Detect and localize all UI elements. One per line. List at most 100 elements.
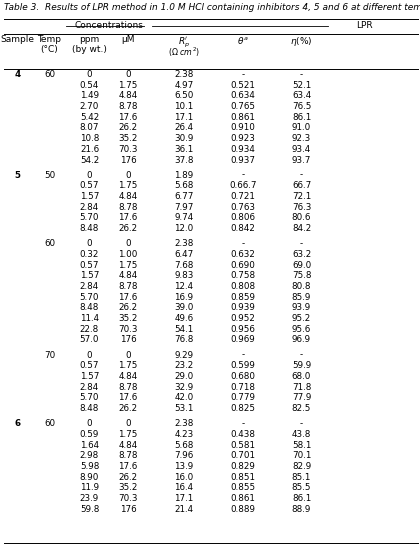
Text: 4.97: 4.97 <box>174 81 194 90</box>
Text: 4.84: 4.84 <box>118 271 138 280</box>
Text: 0.808: 0.808 <box>230 282 255 291</box>
Text: 17.6: 17.6 <box>118 393 138 402</box>
Text: 37.8: 37.8 <box>174 156 194 164</box>
Text: 6.77: 6.77 <box>174 192 194 201</box>
Text: 8.78: 8.78 <box>118 383 138 391</box>
Text: 80.8: 80.8 <box>292 282 311 291</box>
Text: 0.910: 0.910 <box>230 123 255 132</box>
Text: 0.923: 0.923 <box>230 134 255 143</box>
Text: 5.68: 5.68 <box>174 441 194 449</box>
Text: 0.779: 0.779 <box>230 393 255 402</box>
Text: 95.2: 95.2 <box>292 314 311 323</box>
Text: 88.9: 88.9 <box>292 505 311 514</box>
Text: 85.9: 85.9 <box>292 293 311 301</box>
Text: 176: 176 <box>120 505 136 514</box>
Text: 69.0: 69.0 <box>292 260 311 270</box>
Text: 70.3: 70.3 <box>118 145 138 154</box>
Text: 0.806: 0.806 <box>230 213 255 222</box>
Text: 26.2: 26.2 <box>118 123 138 132</box>
Text: 0.59: 0.59 <box>80 430 99 439</box>
Text: 7.96: 7.96 <box>174 451 194 460</box>
Text: 57.0: 57.0 <box>80 335 99 345</box>
Text: LPR: LPR <box>356 21 373 30</box>
Text: 0.701: 0.701 <box>230 451 255 460</box>
Text: 4.84: 4.84 <box>118 91 138 100</box>
Text: 1.64: 1.64 <box>80 441 99 449</box>
Text: 0.855: 0.855 <box>230 483 255 492</box>
Text: 16.9: 16.9 <box>174 293 194 301</box>
Text: 0.438: 0.438 <box>230 430 255 439</box>
Text: 8.90: 8.90 <box>80 473 99 482</box>
Text: (by wt.): (by wt.) <box>72 45 107 54</box>
Text: 35.2: 35.2 <box>118 134 138 143</box>
Text: 0.581: 0.581 <box>230 441 255 449</box>
Text: 0: 0 <box>87 70 92 79</box>
Text: 75.8: 75.8 <box>292 271 311 280</box>
Text: 70: 70 <box>44 351 55 359</box>
Text: 22.8: 22.8 <box>80 325 99 334</box>
Text: 95.6: 95.6 <box>292 325 311 334</box>
Text: 9.74: 9.74 <box>174 213 194 222</box>
Text: 0.680: 0.680 <box>230 372 255 381</box>
Text: 29.0: 29.0 <box>174 372 194 381</box>
Text: 2.38: 2.38 <box>174 419 194 428</box>
Text: $R^{\prime}_{p}$: $R^{\prime}_{p}$ <box>178 35 190 50</box>
Text: 176: 176 <box>120 156 136 164</box>
Text: 8.48: 8.48 <box>80 304 99 312</box>
Text: 1.57: 1.57 <box>80 192 99 201</box>
Text: 21.4: 21.4 <box>174 505 194 514</box>
Text: 9.29: 9.29 <box>174 351 194 359</box>
Text: 0.632: 0.632 <box>230 250 255 259</box>
Text: 0.842: 0.842 <box>230 224 255 233</box>
Text: 2.84: 2.84 <box>80 203 99 212</box>
Text: 0.57: 0.57 <box>80 181 99 190</box>
Text: 0: 0 <box>125 239 131 248</box>
Text: 17.1: 17.1 <box>174 494 194 503</box>
Text: 1.75: 1.75 <box>118 361 138 370</box>
Text: 1.75: 1.75 <box>118 181 138 190</box>
Text: -: - <box>300 239 303 248</box>
Text: 8.78: 8.78 <box>118 203 138 212</box>
Text: 6.50: 6.50 <box>174 91 194 100</box>
Text: -: - <box>241 70 244 79</box>
Text: 4.23: 4.23 <box>174 430 194 439</box>
Text: 4.84: 4.84 <box>118 372 138 381</box>
Text: 17.6: 17.6 <box>118 112 138 122</box>
Text: 5: 5 <box>15 170 21 180</box>
Text: 0.521: 0.521 <box>230 81 255 90</box>
Text: 59.8: 59.8 <box>80 505 99 514</box>
Text: 96.9: 96.9 <box>292 335 311 345</box>
Text: 4.84: 4.84 <box>118 441 138 449</box>
Text: -: - <box>241 239 244 248</box>
Text: 26.4: 26.4 <box>174 123 194 132</box>
Text: 2.70: 2.70 <box>80 102 99 111</box>
Text: 0.634: 0.634 <box>230 91 255 100</box>
Text: 0.57: 0.57 <box>80 260 99 270</box>
Text: Table 3.  Results of LPR method in 1.0 M HCl containing inhibitors 4, 5 and 6 at: Table 3. Results of LPR method in 1.0 M … <box>4 3 420 11</box>
Text: 93.4: 93.4 <box>292 145 311 154</box>
Text: 50: 50 <box>44 170 55 180</box>
Text: 0.861: 0.861 <box>230 112 255 122</box>
Text: 5.70: 5.70 <box>80 393 99 402</box>
Text: 0.765: 0.765 <box>230 102 255 111</box>
Text: 8.78: 8.78 <box>118 282 138 291</box>
Text: 0.758: 0.758 <box>230 271 255 280</box>
Text: 0.861: 0.861 <box>230 494 255 503</box>
Text: 0: 0 <box>125 70 131 79</box>
Text: 23.2: 23.2 <box>174 361 194 370</box>
Text: 0.952: 0.952 <box>230 314 255 323</box>
Text: 16.4: 16.4 <box>174 483 194 492</box>
Text: 5.42: 5.42 <box>80 112 99 122</box>
Text: 8.07: 8.07 <box>80 123 99 132</box>
Text: 6: 6 <box>15 419 21 428</box>
Text: -: - <box>241 419 244 428</box>
Text: -: - <box>241 351 244 359</box>
Text: 0: 0 <box>125 419 131 428</box>
Text: 77.9: 77.9 <box>292 393 311 402</box>
Text: 0: 0 <box>87 351 92 359</box>
Text: 5.68: 5.68 <box>174 181 194 190</box>
Text: 1.75: 1.75 <box>118 81 138 90</box>
Text: -: - <box>300 170 303 180</box>
Text: 0.937: 0.937 <box>230 156 255 164</box>
Text: Temp: Temp <box>37 35 62 44</box>
